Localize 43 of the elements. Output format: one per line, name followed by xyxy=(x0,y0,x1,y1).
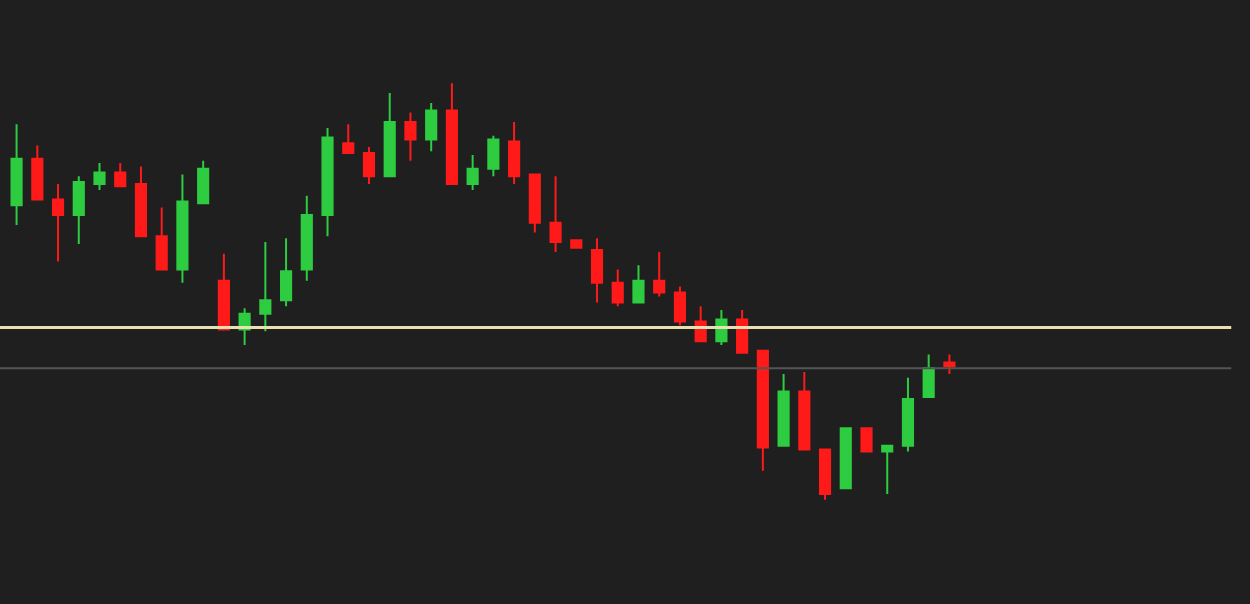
candlestick xyxy=(425,101,438,153)
candlestick xyxy=(342,123,355,154)
candlestick xyxy=(114,161,127,188)
candlestick xyxy=(653,251,666,298)
candlestick xyxy=(818,448,832,501)
candlestick xyxy=(259,241,272,333)
candlestick xyxy=(549,175,562,254)
candlestick xyxy=(404,111,417,162)
candlestick xyxy=(383,91,396,178)
candlestick xyxy=(280,237,293,308)
candlestick xyxy=(881,444,894,496)
candlestick xyxy=(673,285,687,327)
candlestick xyxy=(72,175,85,246)
candlestick xyxy=(839,427,852,490)
candlestick xyxy=(508,121,521,186)
candlestick xyxy=(466,153,479,191)
candlestick xyxy=(31,144,44,201)
candlestick xyxy=(798,370,811,451)
candlestick xyxy=(860,427,873,453)
candlestick xyxy=(217,252,230,331)
candlestick xyxy=(197,159,210,205)
candlestick xyxy=(10,123,23,226)
candlestick xyxy=(777,373,790,447)
candlestick xyxy=(590,237,604,304)
candlestick xyxy=(321,126,334,238)
candlestick xyxy=(155,206,168,271)
candlestick xyxy=(487,134,500,178)
candlestick xyxy=(528,173,541,234)
candlestick xyxy=(445,82,458,186)
candlestick xyxy=(300,194,313,282)
candlestick xyxy=(134,165,148,238)
candlestick xyxy=(611,268,624,308)
candlestick xyxy=(93,161,106,191)
candlestick xyxy=(922,353,935,398)
candlestick xyxy=(736,308,749,354)
candlestick xyxy=(756,349,769,472)
candlestick xyxy=(901,376,915,453)
candlestick xyxy=(943,353,956,376)
candlestick xyxy=(176,173,189,284)
candlestick xyxy=(51,183,65,263)
candlestick xyxy=(362,146,376,186)
candlestick xyxy=(570,239,583,249)
candlestick xyxy=(632,264,645,304)
